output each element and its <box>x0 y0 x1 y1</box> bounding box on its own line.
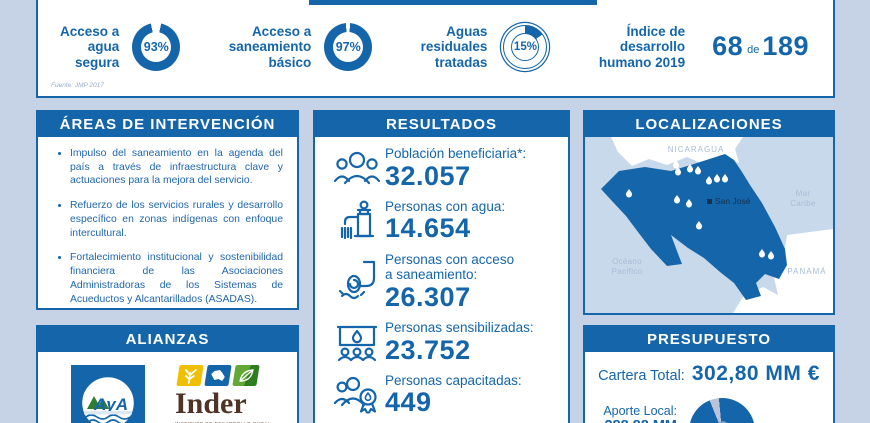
inder-tree-icon <box>176 365 204 386</box>
indicator-idh: Índice de desarrollo humano 2019 68 de 1… <box>599 24 809 69</box>
resultados-panel: RESULTADOS Población beneficiaria*: 32.0… <box>313 110 570 423</box>
source-note: Fuente: JMP 2017 <box>51 82 104 89</box>
contexto-pais-panel: Acceso a agua segura 93% Acceso a saneam… <box>36 0 835 98</box>
result-row: Personas sensibilizadas: 23.752 <box>329 320 568 364</box>
presupuesto-panel: PRESUPUESTO Cartera Total: 302,80 MM € A… <box>583 325 835 423</box>
inder-costa-rica-map-icon <box>204 365 232 386</box>
result-text: Personas capacitadas: 449 <box>385 373 522 417</box>
inder-leaf-icon <box>232 365 260 386</box>
indicator-label: Aguas residuales tratadas <box>420 24 488 70</box>
inder-logo-tiles <box>176 365 271 386</box>
area-bullet: Refuerzo de los servicios rurales y desa… <box>70 199 291 240</box>
aya-logo: AyA <box>71 365 145 423</box>
donut-chart-agua: 93% <box>132 23 181 71</box>
indicator-aguas-residuales: Aguas residuales tratadas 15% <box>421 22 551 72</box>
result-value: 26.307 <box>385 281 471 312</box>
indicator-agua-segura: Acceso a agua segura 93% <box>60 23 181 71</box>
alianzas-title-bar: ALIANZAS <box>38 327 297 352</box>
map-label-mar-caribe: Mar Caribe <box>790 189 816 208</box>
donut-chart-residuales: 15% <box>503 25 548 69</box>
result-value: 23.752 <box>385 334 471 365</box>
localizaciones-panel: LOCALIZACIONES <box>583 110 835 315</box>
area-bullet: Fortalecimiento institucional y sostenib… <box>70 251 291 306</box>
costa-rica-map: NICARAGUA Mar Caribe Océano Pacífico PAN… <box>585 137 833 313</box>
inder-logo: Inder INSTITUTO DE DESARROLLO RURAL <box>175 365 271 423</box>
cartera-total-value: 302,80 MM € <box>691 362 820 385</box>
result-label: Personas con acceso a saneamiento: <box>385 251 515 283</box>
capital-square-icon <box>707 198 712 204</box>
result-value: 14.654 <box>385 213 471 244</box>
result-value: 32.057 <box>385 160 471 191</box>
resultados-title-bar: RESULTADOS <box>315 112 568 137</box>
indicator-label: Acceso a saneamiento básico <box>228 24 312 70</box>
result-text: Personas con acceso a saneamiento: 26.30… <box>385 252 514 311</box>
inder-logo-text: Inder <box>175 387 247 420</box>
result-label: Personas con agua: <box>385 198 506 214</box>
aporte-local-block: Aporte Local: 288,88 MM € <box>595 404 677 423</box>
map-label-oceano-pacifico: Océano Pacífico <box>611 257 643 276</box>
result-label: Personas capacitadas: <box>385 372 522 388</box>
alianzas-panel: ALIANZAS AyA <box>36 325 299 423</box>
map-shapes <box>601 137 833 313</box>
aporte-local-value: 288,88 MM € <box>595 418 677 423</box>
donut-value: 15% <box>511 33 540 61</box>
area-bullet: Impulso del saneamiento en la agenda del… <box>70 147 291 188</box>
training-award-icon <box>329 375 385 415</box>
map-label-nicaragua: NICARAGUA <box>667 145 725 154</box>
indicator-saneamiento: Acceso a saneamiento básico 97% <box>229 23 373 71</box>
svg-text:AyA: AyA <box>93 395 128 414</box>
idh-value: 68 de 189 <box>712 31 809 62</box>
donut-value: 97% <box>333 32 364 62</box>
location-droplet-markers <box>626 143 774 260</box>
contexto-pais-title-bar: CONTEXTO PAÍS <box>309 0 597 5</box>
areas-title-bar: ÁREAS DE INTERVENCIÓN <box>38 112 297 137</box>
partner-logos-row: AyA <box>38 352 297 423</box>
awareness-board-icon <box>329 323 385 362</box>
euro-symbol: € <box>689 417 755 423</box>
faucet-icon <box>329 200 385 242</box>
capital-marker: San José <box>707 196 750 206</box>
result-text: Personas con agua: 14.654 <box>385 199 505 243</box>
indicator-label: Acceso a agua segura <box>60 24 120 70</box>
capital-label: San José <box>715 196 751 206</box>
areas-bullet-list: Impulso del saneamiento en la agenda del… <box>48 147 291 306</box>
localizaciones-title-bar: LOCALIZACIONES <box>585 112 833 137</box>
people-group-icon <box>329 150 385 186</box>
areas-intervencion-panel: ÁREAS DE INTERVENCIÓN Impulso del saneam… <box>36 110 299 310</box>
idh-de: de <box>747 43 760 56</box>
result-row: Personas con acceso a saneamiento: 26.30… <box>329 252 568 311</box>
result-row: Personas con agua: 14.654 <box>329 199 568 243</box>
budget-pie-chart: € <box>688 398 755 423</box>
aporte-local-label: Aporte Local: <box>603 404 677 418</box>
budget-breakdown-row: Aporte Local: 288,88 MM € € Donaciones <box>585 398 833 423</box>
result-row: Población beneficiaria*: 32.057 <box>329 146 568 190</box>
indicator-label: Índice de desarrollo humano 2019 <box>598 24 686 70</box>
idh-rank: 68 <box>712 31 744 62</box>
idh-total: 189 <box>762 31 809 62</box>
result-text: Personas sensibilizadas: 23.752 <box>385 320 534 364</box>
result-value: 449 <box>385 387 432 418</box>
result-text: Población beneficiaria*: 32.057 <box>385 146 526 190</box>
map-label-panama: PANAMÁ <box>787 267 827 276</box>
donut-value: 93% <box>141 32 172 62</box>
donut-chart-saneamiento: 97% <box>324 23 373 71</box>
contexto-indicators-row: Acceso a agua segura 93% Acceso a saneam… <box>38 0 833 72</box>
sanitation-pipe-icon <box>329 260 385 302</box>
cartera-total-line: Cartera Total: 302,80 MM € <box>585 362 833 386</box>
result-label: Población beneficiaria*: <box>385 146 527 161</box>
cartera-total-label: Cartera Total: <box>598 368 685 384</box>
inder-logo-subtext: INSTITUTO DE DESARROLLO RURAL <box>175 421 271 423</box>
presupuesto-title-bar: PRESUPUESTO <box>585 327 833 352</box>
result-row: Personas capacitadas: 449 <box>329 373 568 417</box>
result-label: Personas sensibilizadas: <box>385 320 534 336</box>
